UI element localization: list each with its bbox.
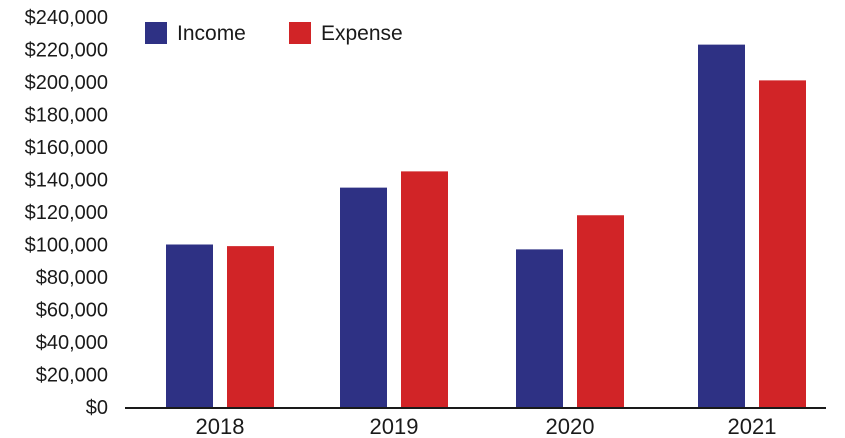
- y-tick-label: $220,000: [25, 40, 108, 62]
- y-tick-label: $0: [86, 397, 108, 419]
- legend-label-income: Income: [177, 22, 246, 45]
- x-tick-label: 2018: [196, 414, 245, 438]
- y-tick-label: $100,000: [25, 235, 108, 257]
- bars: [166, 44, 806, 407]
- x-axis-labels: 2018 2019 2020 2021: [196, 414, 777, 438]
- x-tick-label: 2020: [546, 414, 595, 438]
- legend: Income Expense: [145, 22, 403, 45]
- y-tick-label: $80,000: [36, 267, 108, 289]
- y-tick-label: $40,000: [36, 332, 108, 354]
- bar-income-2018: [166, 244, 213, 407]
- y-tick-label: $180,000: [25, 105, 108, 127]
- bar-income-2021: [698, 44, 745, 407]
- y-tick-label: $60,000: [36, 300, 108, 322]
- y-tick-label: $160,000: [25, 137, 108, 159]
- bar-income-2020: [516, 249, 563, 407]
- legend-swatch-income: [145, 22, 167, 44]
- y-tick-label: $140,000: [25, 170, 108, 192]
- y-tick-label: $20,000: [36, 365, 108, 387]
- bar-expense-2020: [577, 215, 624, 407]
- y-tick-label: $200,000: [25, 72, 108, 94]
- legend-label-expense: Expense: [321, 22, 403, 45]
- y-tick-label: $120,000: [25, 202, 108, 224]
- y-axis-ticks: $0 $20,000 $40,000 $60,000 $80,000 $100,000 $1…: [25, 7, 108, 419]
- bar-expense-2018: [227, 246, 274, 407]
- bar-expense-2021: [759, 80, 806, 407]
- bar-income-2019: [340, 187, 387, 407]
- y-tick-label: $240,000: [25, 7, 108, 29]
- x-tick-label: 2019: [370, 414, 419, 438]
- bar-expense-2019: [401, 171, 448, 407]
- x-tick-label: 2021: [728, 414, 777, 438]
- legend-swatch-expense: [289, 22, 311, 44]
